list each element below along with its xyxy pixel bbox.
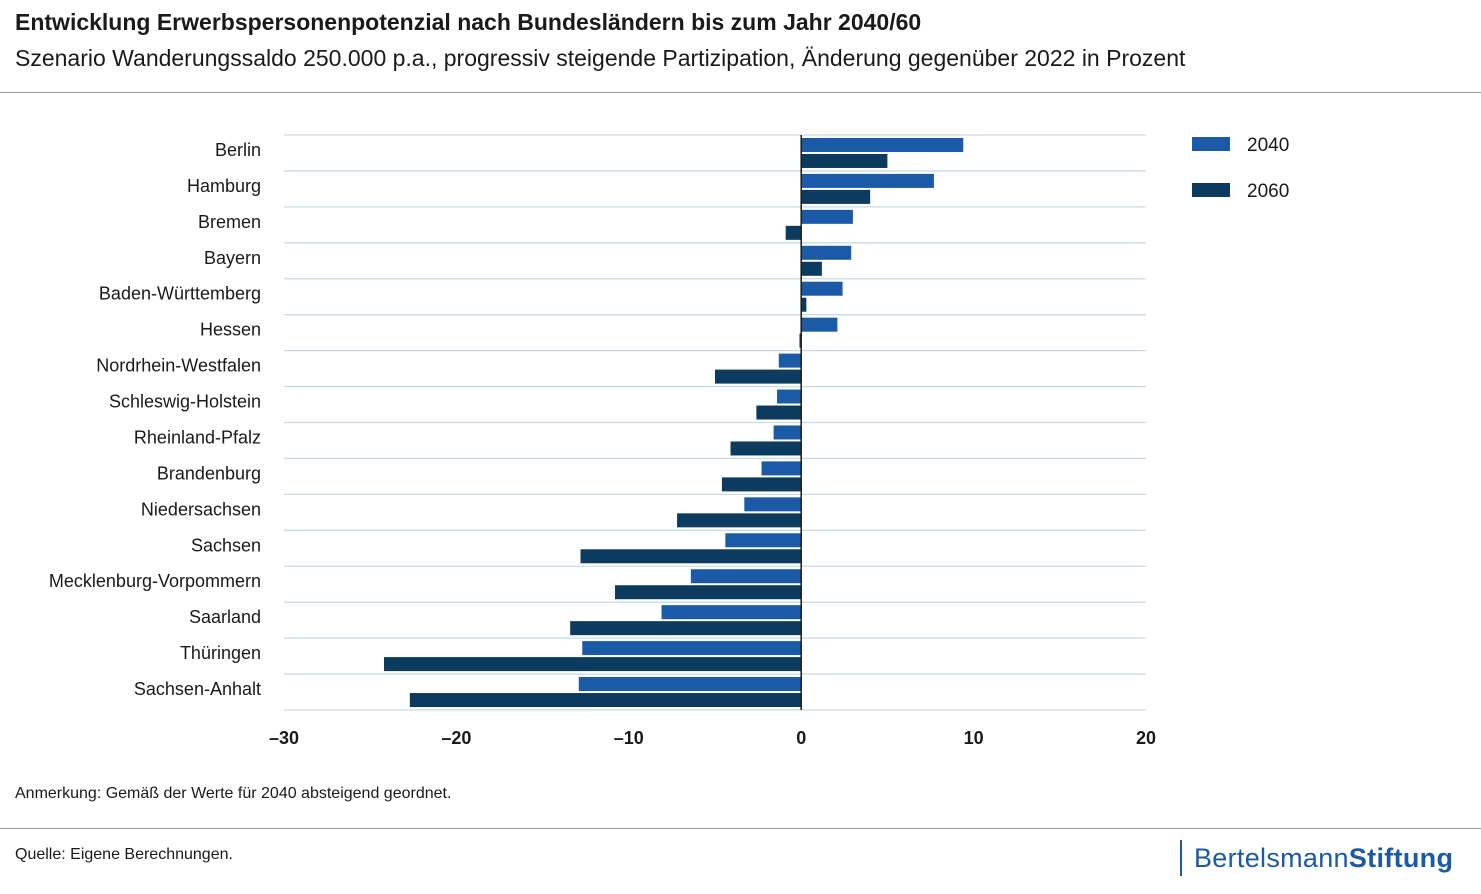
header-divider <box>0 92 1481 93</box>
bar-2040-rheinland-pfalz <box>773 425 802 440</box>
x-tick-label: –20 <box>441 728 471 748</box>
bar-2040-berlin <box>801 137 964 152</box>
bar-2040-bayern <box>801 245 852 260</box>
bar-2040-nordrhein-westfalen <box>778 353 802 368</box>
category-label: Berlin <box>215 140 261 160</box>
legend-label-2060: 2060 <box>1247 181 1289 202</box>
bar-2060-rheinland-pfalz <box>730 441 802 456</box>
legend: 2040 2060 <box>1192 135 1289 202</box>
x-tick-label: 0 <box>796 728 806 748</box>
bar-2060-berlin <box>801 153 888 168</box>
bar-2040-niedersachsen <box>744 497 802 512</box>
bar-2060-saarland <box>570 621 802 636</box>
chart-subtitle: Szenario Wanderungssaldo 250.000 p.a., p… <box>15 45 1186 71</box>
bar-2040-baden-württemberg <box>801 281 843 296</box>
bar-2060-thüringen <box>383 657 802 672</box>
bar-2040-sachsen-anhalt <box>578 677 802 692</box>
bar-2060-baden-württemberg <box>801 297 807 312</box>
gridlines <box>284 134 1146 711</box>
legend-label-2040: 2040 <box>1247 135 1289 156</box>
logo-text-bold: Stiftung <box>1348 842 1454 873</box>
bar-2040-saarland <box>661 605 802 620</box>
logo-text-light: Bertelsmann <box>1194 842 1349 873</box>
category-label: Saarland <box>189 607 261 627</box>
bar-2060-sachsen <box>580 549 802 564</box>
category-label: Baden-Württemberg <box>99 284 261 304</box>
category-label: Schleswig-Holstein <box>109 392 261 412</box>
bar-2040-mecklenburg-vorpommern <box>690 569 802 584</box>
bar-2040-schleswig-holstein <box>777 389 802 404</box>
category-label: Niedersachsen <box>141 499 261 519</box>
bar-2060-nordrhein-westfalen <box>715 369 802 384</box>
bar-2040-hamburg <box>801 173 934 188</box>
bar-2060-hamburg <box>801 189 871 204</box>
bar-2040-hessen <box>801 317 838 332</box>
logo-text: BertelsmannStiftung <box>1194 843 1453 874</box>
x-tick-label: 20 <box>1136 728 1156 748</box>
category-label: Bremen <box>198 212 261 232</box>
category-label: Brandenburg <box>157 463 261 483</box>
bar-2040-brandenburg <box>761 461 802 476</box>
x-tick-label: –30 <box>269 728 299 748</box>
category-label: Hamburg <box>187 176 261 196</box>
chart-note: Anmerkung: Gemäß der Werte für 2040 abst… <box>15 785 452 802</box>
category-labels: Berlin Hamburg Bremen Bayern Baden-Württembe… <box>49 140 261 699</box>
bar-2060-mecklenburg-vorpommern <box>615 585 802 600</box>
category-label: Hessen <box>200 320 261 340</box>
bar-2040-bremen <box>801 209 853 224</box>
bar-2060-bayern <box>801 261 822 276</box>
bar-2040-sachsen <box>725 533 802 548</box>
bar-2060-brandenburg <box>721 477 802 492</box>
x-axis-tick-labels: –30 –20 –10 0 10 20 <box>269 728 1156 748</box>
x-tick-label: –10 <box>614 728 644 748</box>
category-label: Nordrhein-Westfalen <box>96 356 261 376</box>
bar-2060-sachsen-anhalt <box>409 693 802 708</box>
bertelsmann-stiftung-logo: BertelsmannStiftung <box>1180 840 1453 876</box>
legend-swatch-2060 <box>1192 183 1230 197</box>
category-label: Mecklenburg-Vorpommern <box>49 571 261 591</box>
category-label: Thüringen <box>180 643 261 663</box>
category-label: Sachsen <box>191 535 261 555</box>
bar-2060-bremen <box>785 225 802 240</box>
bar-2060-niedersachsen <box>677 513 802 528</box>
bar-2060-schleswig-holstein <box>756 405 802 420</box>
category-label: Sachsen-Anhalt <box>134 679 261 699</box>
chart-title: Entwicklung Erwerbspersonenpotenzial nac… <box>15 9 922 35</box>
legend-swatch-2040 <box>1192 137 1230 151</box>
bars <box>383 137 964 708</box>
source-text: Quelle: Eigene Berechnungen. <box>15 846 233 863</box>
x-tick-label: 10 <box>964 728 984 748</box>
category-label: Bayern <box>204 248 261 268</box>
bar-2060-hessen <box>799 333 802 348</box>
category-label: Rheinland-Pfalz <box>134 427 261 447</box>
logo-bar <box>1180 840 1182 876</box>
bar-2040-thüringen <box>582 641 802 656</box>
footer-divider <box>0 828 1481 829</box>
